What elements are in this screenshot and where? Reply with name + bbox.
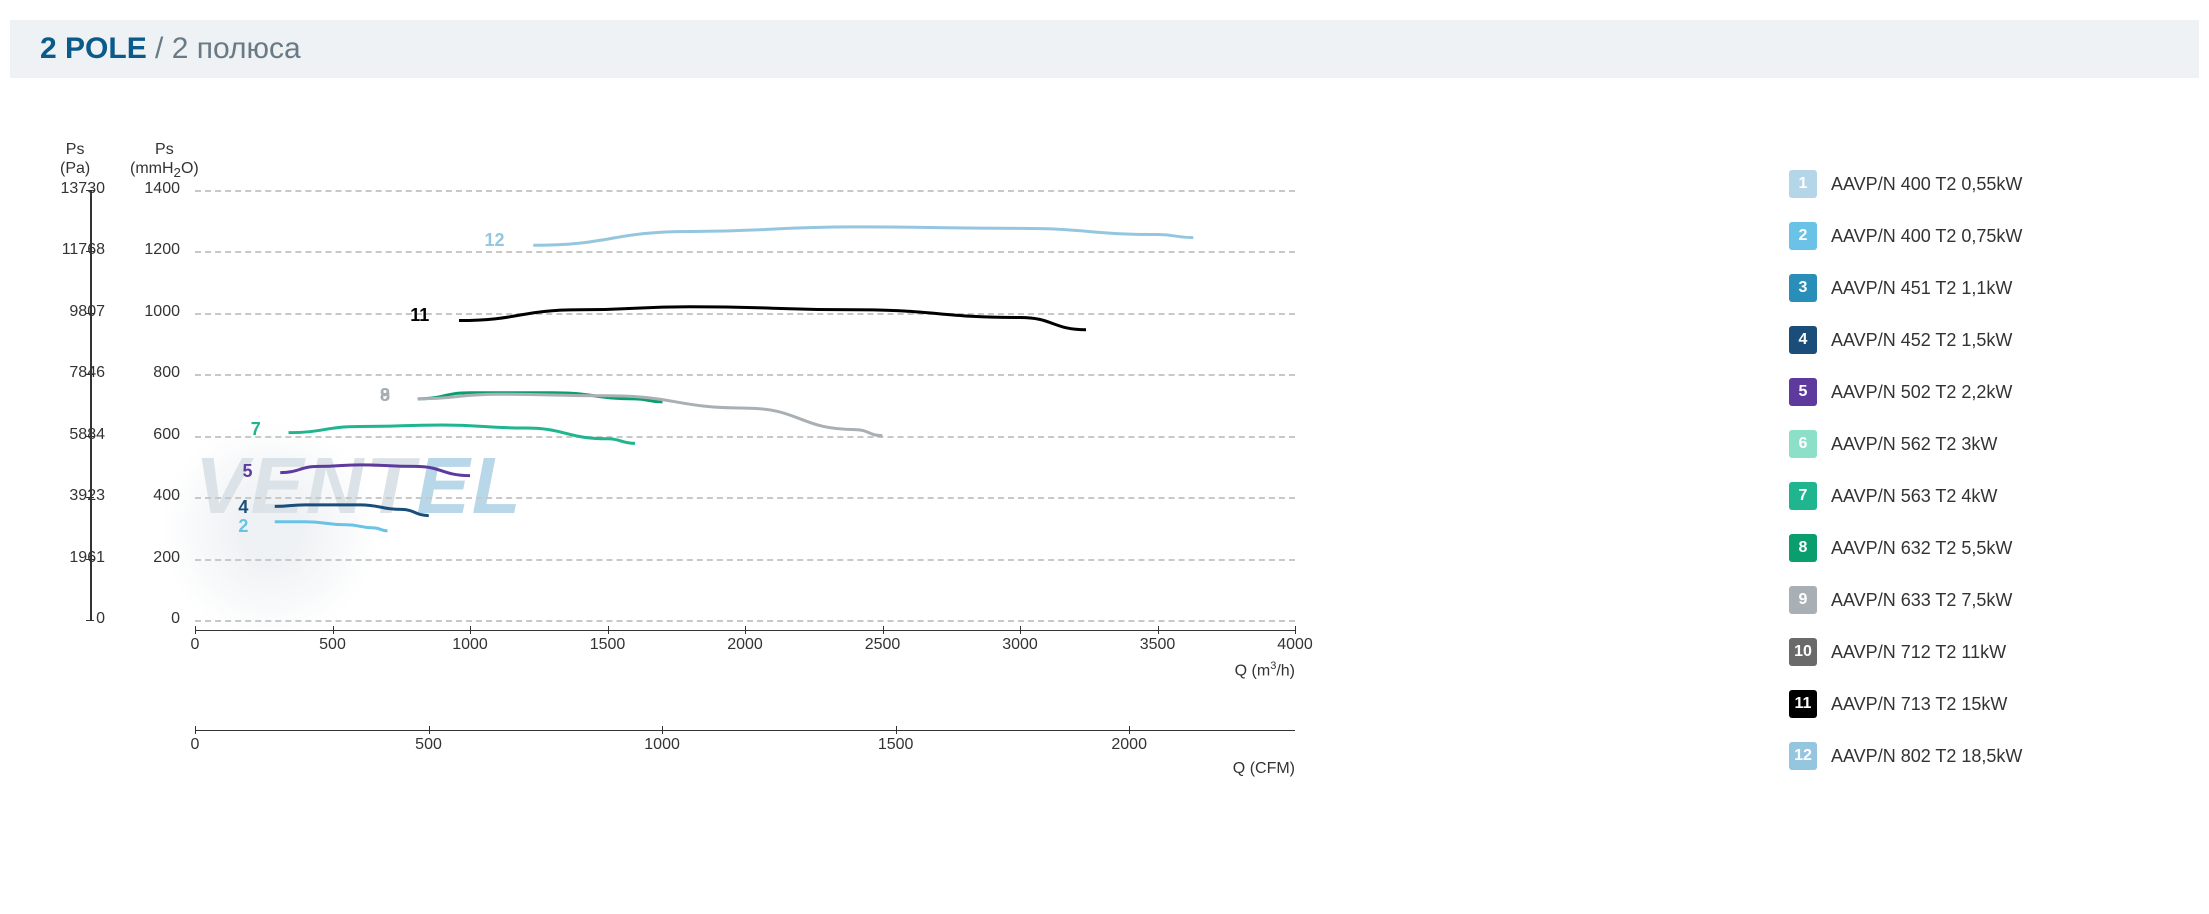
x-tick: 2000 <box>715 636 775 654</box>
y-tick-mmh2o: 800 <box>130 364 180 382</box>
legend-color-box: 12 <box>1789 742 1817 770</box>
x-tick: 4000 <box>1265 636 1325 654</box>
legend-item: 6 AAVP/N 562 T2 3kW <box>1789 430 2149 458</box>
yaxis-label-mmh2o: Ps(mmH2O) <box>130 140 199 181</box>
legend-item: 5 AAVP/N 502 T2 2,2kW <box>1789 378 2149 406</box>
x-tick-cfm: 2000 <box>1099 736 1159 754</box>
y-tick-mmh2o: 1200 <box>130 241 180 259</box>
curve-2 <box>275 522 388 531</box>
legend-color-box: 3 <box>1789 274 1817 302</box>
chart-title-bar: 2 POLE / 2 полюса <box>10 20 2199 78</box>
legend-color-box: 4 <box>1789 326 1817 354</box>
y-tick-mmh2o: 200 <box>130 549 180 567</box>
y-tick-pa: 13730 <box>45 180 105 198</box>
legend-item: 11 AAVP/N 713 T2 15kW <box>1789 690 2149 718</box>
legend-item: 12 AAVP/N 802 T2 18,5kW <box>1789 742 2149 770</box>
y-tick-pa: 3923 <box>45 487 105 505</box>
y-tick-pa: 11768 <box>45 241 105 259</box>
legend-label: AAVP/N 712 T2 11kW <box>1831 642 2006 663</box>
chart-container: Ps(Pa) Ps(mmH2O) VENTEL 0020019614003923… <box>30 140 1330 840</box>
legend-label: AAVP/N 633 T2 7,5kW <box>1831 590 2012 611</box>
legend-color-box: 2 <box>1789 222 1817 250</box>
legend-color-box: 6 <box>1789 430 1817 458</box>
x-tick-cfm: 1500 <box>866 736 926 754</box>
y-tick-mmh2o: 400 <box>130 487 180 505</box>
yaxis-label-pa: Ps(Pa) <box>60 140 90 178</box>
curve-7 <box>289 425 636 443</box>
legend-label: AAVP/N 452 T2 1,5kW <box>1831 330 2012 351</box>
curve-11 <box>459 307 1086 330</box>
x-axis-secondary: Q (CFM) 0500100015002000 <box>195 730 1295 731</box>
y-tick-pa: 5884 <box>45 426 105 444</box>
legend-item: 10 AAVP/N 712 T2 11kW <box>1789 638 2149 666</box>
x-tick: 1000 <box>440 636 500 654</box>
x-tick: 3000 <box>990 636 1050 654</box>
legend-item: 8 AAVP/N 632 T2 5,5kW <box>1789 534 2149 562</box>
legend-item: 4 AAVP/N 452 T2 1,5kW <box>1789 326 2149 354</box>
x-tick: 0 <box>165 636 225 654</box>
legend-item: 3 AAVP/N 451 T2 1,1kW <box>1789 274 2149 302</box>
legend-label: AAVP/N 713 T2 15kW <box>1831 694 2007 715</box>
legend-item: 2 AAVP/N 400 T2 0,75kW <box>1789 222 2149 250</box>
y-tick-mmh2o: 1000 <box>130 303 180 321</box>
plot-area: 0020019614003923600588480078461000980712… <box>195 190 1295 620</box>
x-axis-primary: Q (m3/h) 0500100015002000250030003500400… <box>195 630 1295 631</box>
legend-color-box: 9 <box>1789 586 1817 614</box>
legend-label: AAVP/N 562 T2 3kW <box>1831 434 1997 455</box>
y-tick-pa: 9807 <box>45 303 105 321</box>
curve-4 <box>275 505 429 516</box>
x-tick-cfm: 500 <box>399 736 459 754</box>
legend-color-box: 8 <box>1789 534 1817 562</box>
y-tick-mmh2o: 1400 <box>130 180 180 198</box>
legend-color-box: 11 <box>1789 690 1817 718</box>
legend-label: AAVP/N 502 T2 2,2kW <box>1831 382 2012 403</box>
gridline <box>195 620 1295 622</box>
curves-svg <box>195 190 1295 620</box>
x-tick: 500 <box>303 636 363 654</box>
curve-12 <box>533 227 1193 245</box>
y-tick-pa: 1961 <box>45 549 105 567</box>
x-tick: 1500 <box>578 636 638 654</box>
legend-label: AAVP/N 400 T2 0,55kW <box>1831 174 2022 195</box>
legend-color-box: 5 <box>1789 378 1817 406</box>
legend-label: AAVP/N 802 T2 18,5kW <box>1831 746 2022 767</box>
legend-item: 1 AAVP/N 400 T2 0,55kW <box>1789 170 2149 198</box>
y-tick-mmh2o: 600 <box>130 426 180 444</box>
x-tick: 2500 <box>853 636 913 654</box>
legend-label: AAVP/N 563 T2 4kW <box>1831 486 1997 507</box>
title-en: 2 POLE <box>40 32 147 65</box>
legend-item: 9 AAVP/N 633 T2 7,5kW <box>1789 586 2149 614</box>
legend-label: AAVP/N 451 T2 1,1kW <box>1831 278 2012 299</box>
legend-color-box: 7 <box>1789 482 1817 510</box>
y-tick-pa: 0 <box>45 610 105 628</box>
y-tick-mmh2o: 0 <box>130 610 180 628</box>
legend-label: AAVP/N 632 T2 5,5kW <box>1831 538 2012 559</box>
legend-item: 7 AAVP/N 563 T2 4kW <box>1789 482 2149 510</box>
legend-color-box: 1 <box>1789 170 1817 198</box>
x-axis-2-label: Q (CFM) <box>1233 760 1295 778</box>
title-ru: / 2 полюса <box>147 32 301 65</box>
legend: 1 AAVP/N 400 T2 0,55kW 2 AAVP/N 400 T2 0,75… <box>1789 170 2149 794</box>
legend-color-box: 10 <box>1789 638 1817 666</box>
x-tick-cfm: 0 <box>165 736 225 754</box>
x-tick-cfm: 1000 <box>632 736 692 754</box>
x-tick: 3500 <box>1128 636 1188 654</box>
legend-label: AAVP/N 400 T2 0,75kW <box>1831 226 2022 247</box>
y-tick-pa: 7846 <box>45 364 105 382</box>
curve-5 <box>280 465 470 476</box>
